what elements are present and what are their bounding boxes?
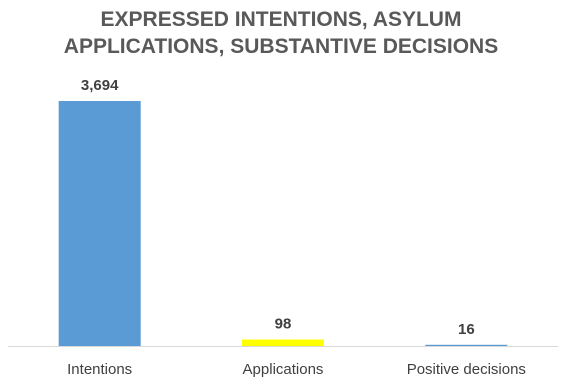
bar-applications: [242, 339, 324, 346]
data-label-positive-decisions: 16: [458, 321, 475, 338]
x-tick-label-positive-decisions: Positive decisions: [407, 361, 526, 378]
chart-title: EXPRESSED INTENTIONS, ASYLUM APPLICATION…: [0, 6, 562, 60]
data-label-applications: 98: [275, 316, 292, 333]
bar-intentions: [58, 101, 141, 346]
bar-positive-decisions: [425, 344, 508, 346]
x-tick-label-intentions: Intentions: [67, 361, 132, 378]
data-label-intentions: 3,694: [81, 77, 119, 94]
chart-title-line-2: APPLICATIONS, SUBSTANTIVE DECISIONS: [63, 35, 499, 58]
x-tick-label-applications: Applications: [243, 361, 324, 378]
chart-title-line-1: EXPRESSED INTENTIONS, ASYLUM: [100, 8, 462, 31]
